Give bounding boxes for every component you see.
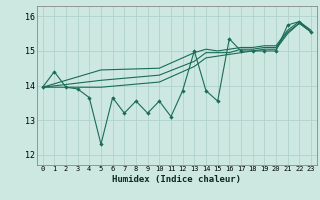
X-axis label: Humidex (Indice chaleur): Humidex (Indice chaleur) [112, 175, 241, 184]
